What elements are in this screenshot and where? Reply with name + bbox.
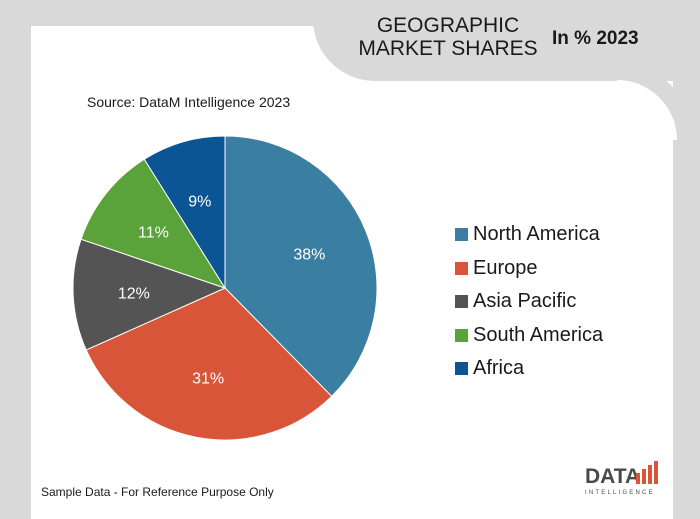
legend-label: Africa <box>473 357 525 380</box>
legend-swatch <box>455 261 468 275</box>
logo-text: DATA <box>585 465 640 488</box>
legend-label: South America <box>473 323 604 346</box>
pie-slice-north-america <box>224 135 378 398</box>
legend-swatch <box>455 328 468 342</box>
legend-swatch <box>455 228 468 242</box>
data-label: 31% <box>192 371 224 388</box>
pie-slice-africa <box>143 135 226 290</box>
data-label: 9% <box>188 193 211 210</box>
legend-item: Asia Pacific <box>455 285 603 319</box>
legend-swatch <box>455 295 468 309</box>
legend-label: North America <box>473 223 600 246</box>
logo-bar-icon <box>654 461 658 484</box>
logo-subtext: INTELLIGENCE <box>585 490 655 496</box>
logo-bar-icon <box>636 473 640 484</box>
legend-item: Africa <box>455 352 603 386</box>
logo-bar-icon <box>642 469 646 484</box>
data-label: 12% <box>118 285 150 302</box>
data-label: 38% <box>293 246 325 263</box>
pie-slice-asia-pacific <box>72 238 227 351</box>
legend-item: Europe <box>455 252 603 286</box>
pie-slice-europe <box>85 287 333 441</box>
legend-label: Asia Pacific <box>473 290 577 313</box>
source-text: Source: DataM Intelligence 2023 <box>87 94 291 110</box>
logo-bar-icon <box>648 465 652 484</box>
footer-note: Sample Data - For Reference Purpose Only <box>41 485 274 499</box>
chart-title: GEOGRAPHIC MARKET SHARES <box>358 14 538 60</box>
title-tab <box>313 0 700 81</box>
data-label: 11% <box>138 224 169 241</box>
datam-logo: DATA INTELLIGENCE <box>585 461 658 496</box>
legend: North America Europe Asia Pacific South Ame… <box>455 218 603 386</box>
chart-subtitle: In % 2023 <box>552 28 639 49</box>
pie-slice-south-america <box>80 158 227 289</box>
legend-label: Europe <box>473 256 538 279</box>
legend-swatch <box>455 362 468 376</box>
legend-item: South America <box>455 319 603 353</box>
legend-item: North America <box>455 218 603 252</box>
